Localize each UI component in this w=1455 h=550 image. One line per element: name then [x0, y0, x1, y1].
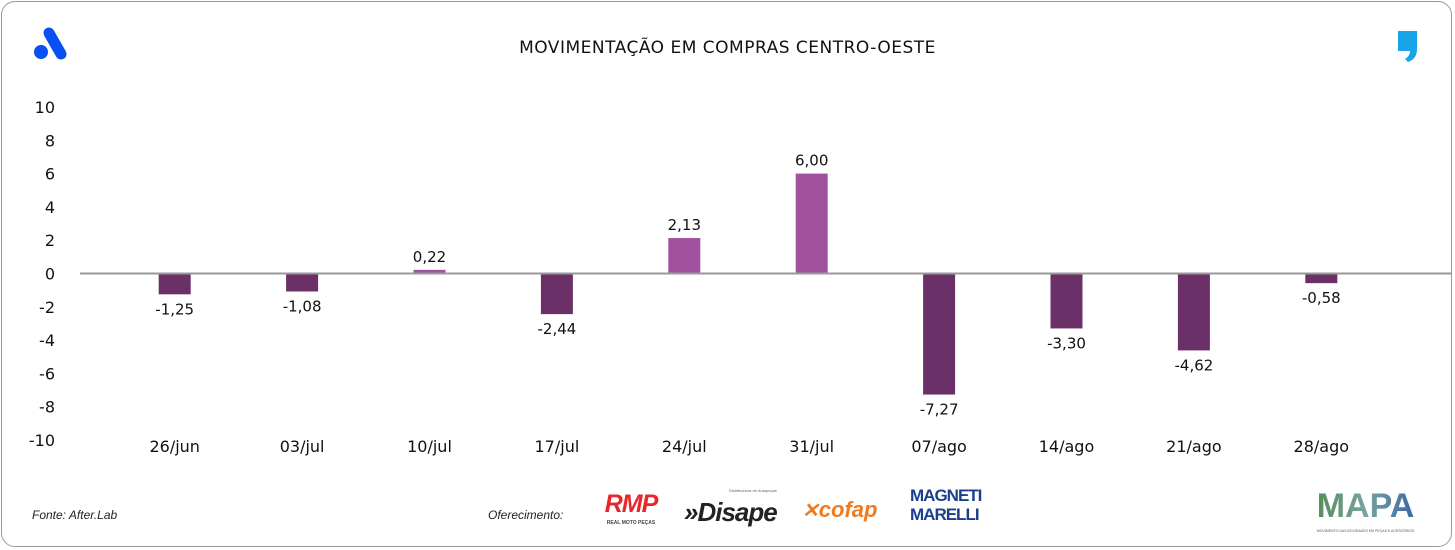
chart-title: MOVIMENTAÇÃO EM COMPRAS CENTRO-OESTE	[519, 38, 936, 58]
data-label: -2,44	[537, 320, 576, 338]
data-label: 6,00	[795, 152, 828, 170]
x-tick-label: 10/jul	[407, 437, 452, 456]
y-tick-label: 10	[35, 98, 55, 117]
cofap-logo: ✕cofap	[802, 497, 878, 522]
y-tick-label: -6	[39, 364, 55, 383]
bar	[1177, 273, 1210, 351]
y-tick-label: 8	[45, 131, 55, 150]
data-label: -7,27	[920, 401, 959, 419]
x-tick-label: 26/jun	[149, 437, 199, 456]
sponsor-label: Oferecimento:	[488, 508, 564, 522]
x-tick-label: 07/ago	[911, 437, 967, 456]
x-tick-label: 21/ago	[1166, 437, 1222, 456]
bar	[1050, 273, 1083, 329]
bar	[286, 273, 319, 292]
data-label: 2,13	[668, 216, 701, 234]
bar	[923, 273, 956, 395]
y-tick-label: 6	[45, 165, 55, 184]
source-text: Fonte: After.Lab	[32, 508, 118, 522]
magneti-marelli-logo: MAGNETI MARELLI	[910, 486, 982, 524]
y-tick-label: -4	[39, 331, 55, 350]
data-label: -1,25	[155, 300, 194, 318]
x-tick-label: 17/jul	[535, 437, 580, 456]
bar	[413, 269, 446, 274]
y-tick-label: 4	[45, 198, 55, 217]
bar	[158, 273, 191, 295]
y-tick-label: -2	[39, 298, 55, 317]
data-label: -4,62	[1174, 356, 1213, 374]
quote-icon	[1398, 31, 1417, 62]
rmp-logo: RMP REAL MOTO PEÇAS	[604, 490, 659, 526]
data-label: -1,08	[283, 297, 322, 315]
y-tick-label: 2	[45, 231, 55, 250]
bar	[1305, 273, 1338, 284]
y-tick-label: -10	[29, 431, 55, 450]
y-tick-label: -8	[39, 398, 55, 417]
data-label: -0,58	[1302, 289, 1341, 307]
x-tick-label: 28/ago	[1294, 437, 1350, 456]
x-tick-label: 03/jul	[280, 437, 325, 456]
x-tick-label: 31/jul	[789, 437, 834, 456]
y-tick-label: 0	[45, 265, 55, 284]
bar	[795, 173, 828, 274]
bar	[540, 273, 573, 315]
data-label: 0,22	[413, 248, 446, 266]
mapa-logo: MAPA MOVIMENTO DAS ATIVIDADES EM PEÇAS E…	[1308, 486, 1423, 534]
data-label: -3,30	[1047, 334, 1086, 352]
x-tick-label: 14/ago	[1039, 437, 1095, 456]
brand-logo-icon	[34, 27, 67, 60]
x-tick-label: 24/jul	[662, 437, 707, 456]
bar	[668, 238, 701, 274]
disape-logo: Distribuidora de Autopeças »Disape	[684, 488, 778, 527]
